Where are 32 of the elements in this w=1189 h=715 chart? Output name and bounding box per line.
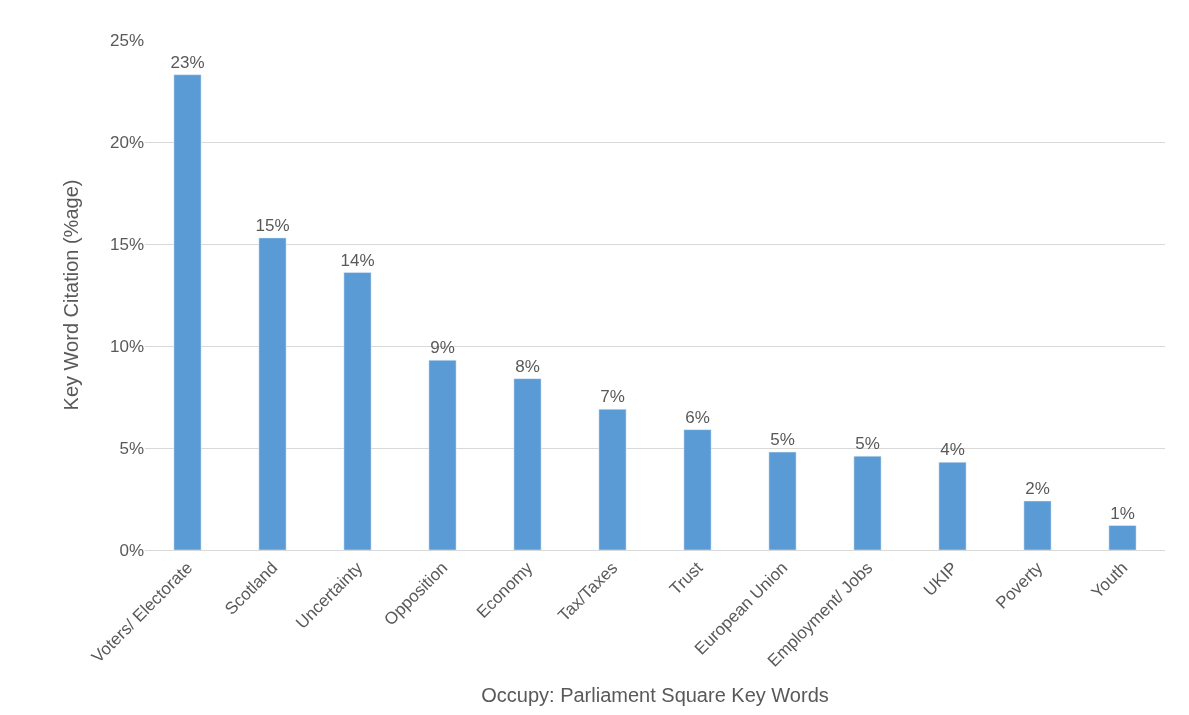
bar: [258, 237, 287, 550]
bar: [428, 360, 457, 550]
data-label: 5%: [770, 430, 795, 450]
data-label: 14%: [340, 250, 375, 270]
data-label: 23%: [170, 52, 205, 72]
data-label: 7%: [600, 387, 625, 407]
y-tick-label: 5%: [119, 438, 144, 458]
bar: [598, 408, 627, 550]
bar: [1108, 525, 1137, 550]
bar: [513, 378, 542, 550]
bar: [853, 455, 882, 550]
bar: [768, 451, 797, 550]
data-label: 9%: [430, 338, 455, 358]
bar: [343, 272, 372, 550]
data-label: 4%: [940, 440, 965, 460]
y-tick-label: 10%: [109, 336, 144, 356]
y-axis-title: Key Word Citation (%age): [60, 179, 83, 411]
data-label: 5%: [855, 434, 880, 454]
data-label: 15%: [255, 215, 290, 235]
bar: [938, 462, 967, 550]
data-label: 6%: [685, 407, 710, 427]
y-tick-label: 15%: [109, 234, 144, 254]
x-axis-title: Occupy: Parliament Square Key Words: [481, 684, 829, 707]
y-tick-label: 25%: [109, 30, 144, 50]
data-label: 1%: [1110, 503, 1135, 523]
bar: [173, 74, 202, 550]
bar: [1023, 500, 1052, 550]
bar: [683, 429, 712, 550]
data-label: 2%: [1025, 479, 1050, 499]
y-tick-label: 0%: [119, 540, 144, 560]
data-label: 8%: [515, 356, 540, 376]
y-tick-label: 20%: [109, 132, 144, 152]
